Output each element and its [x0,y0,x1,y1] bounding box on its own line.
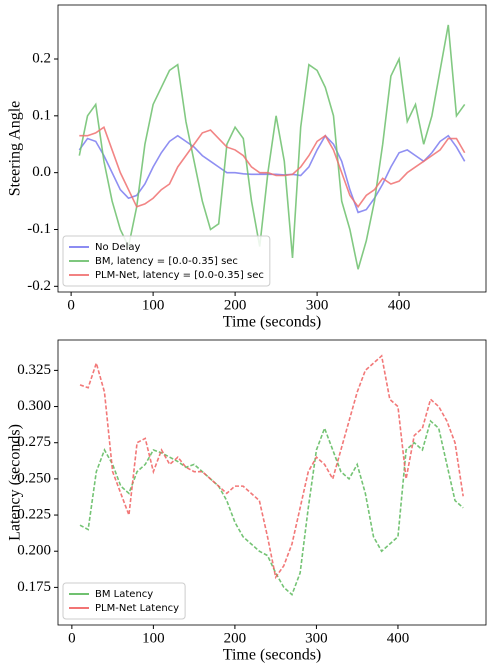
x-axis-label: Time (seconds) [223,314,322,331]
legend-label: BM, latency = [0.0-0.35] sec [95,256,238,267]
y-tick-label: 0.225 [17,506,51,522]
y-tick-label: 0.300 [17,398,51,414]
legend: No Delay BM, latency = [0.0-0.35] sec PLM-… [62,235,271,287]
legend-label: BM Latency [95,589,153,600]
data-line [79,125,466,209]
x-tick-label: 0 [67,297,75,313]
data-line [78,24,466,270]
legend-label: No Delay [95,242,141,253]
legend-box [62,235,271,287]
x-tick-label: 0 [68,630,76,646]
y-tick-label: 0.250 [17,470,51,486]
x-tick-label: 300 [306,297,329,313]
x-tick-label: 100 [142,297,165,313]
legend: BM Latency PLM-Net Latency [62,582,186,620]
y-tick-label: 0.2 [32,50,51,66]
y-tick-label: 0.1 [32,107,51,123]
y-axis-label: Latency (seconds) [7,424,24,541]
y-tick-label: 0.175 [17,579,51,595]
x-axis-label: Time (seconds) [223,647,322,664]
data-line [79,419,464,596]
data-line [79,354,464,580]
x-tick-label: 100 [142,630,165,646]
legend-box [62,582,186,620]
legend-label: PLM-Net, latency = [0.0-0.35] sec [95,270,264,281]
x-tick-label: 400 [387,630,410,646]
y-tick-label: -0.2 [27,278,51,294]
y-tick-label: -0.1 [27,221,51,237]
x-tick-label: 200 [224,297,247,313]
y-tick-label: 0.325 [17,362,51,378]
plot-area [57,339,487,626]
y-tick-label: 0.200 [17,543,51,559]
x-tick-label: 400 [388,297,411,313]
y-axis-label: Steering Angle [7,101,24,197]
y-tick-label: 0.0 [32,164,51,180]
y-tick-label: 0.275 [17,434,51,450]
legend-label: PLM-Net Latency [95,603,179,614]
x-tick-label: 300 [305,630,328,646]
x-tick-label: 200 [224,630,247,646]
